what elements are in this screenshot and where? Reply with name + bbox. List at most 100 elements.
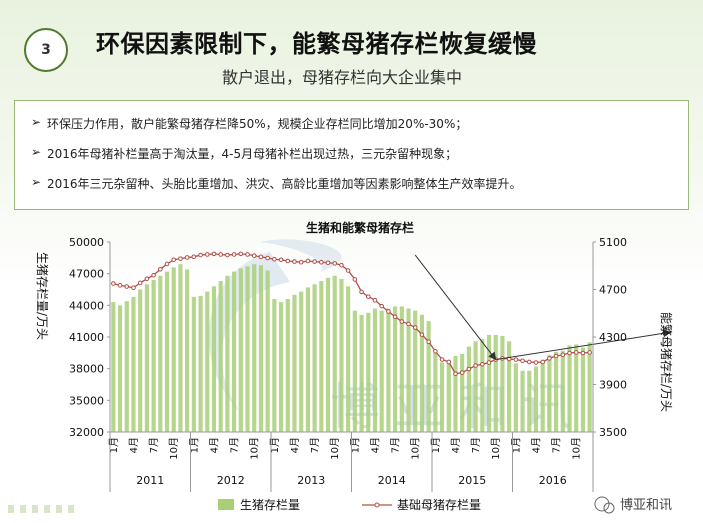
bar-hog-inventory bbox=[352, 310, 357, 432]
point-sow-inventory bbox=[339, 262, 344, 268]
bar-hog-inventory bbox=[265, 270, 270, 432]
bullet-text: 环保压力作用，散户能繁母猪存栏降50%，规模企业存栏同比增加20%-30%； bbox=[47, 117, 468, 131]
point-sow-inventory bbox=[553, 353, 559, 359]
bar-hog-inventory bbox=[124, 301, 129, 432]
bar-hog-inventory bbox=[205, 291, 210, 432]
bar-hog-inventory bbox=[359, 314, 364, 432]
point-sow-inventory bbox=[573, 350, 579, 355]
point-sow-inventory bbox=[526, 359, 532, 365]
x-tick-label-month: 4月 bbox=[450, 437, 462, 453]
bar-hog-inventory bbox=[218, 281, 223, 432]
x-tick-label-year: 2016 bbox=[539, 474, 567, 487]
x-tick-label-month: 10月 bbox=[571, 437, 583, 460]
point-sow-inventory bbox=[184, 255, 190, 260]
bar-hog-inventory bbox=[406, 308, 411, 432]
x-tick-label-year: 2011 bbox=[136, 474, 164, 487]
bar-hog-inventory bbox=[527, 370, 532, 432]
chart-title: 生猪和能繁母猪存栏 bbox=[306, 220, 414, 235]
point-sow-inventory bbox=[406, 321, 411, 327]
bar-hog-inventory bbox=[446, 360, 451, 432]
point-sow-inventory bbox=[419, 332, 425, 337]
point-sow-inventory bbox=[332, 261, 338, 266]
legend-label-bar: 生猪存栏量 bbox=[240, 497, 300, 512]
trend-arrow bbox=[495, 329, 672, 361]
bar-hog-inventory bbox=[158, 275, 163, 432]
bar-hog-inventory bbox=[493, 334, 498, 432]
point-sow-inventory bbox=[480, 362, 485, 367]
x-tick-label-month: 7月 bbox=[390, 437, 402, 453]
y-tick-label-left: 32000 bbox=[69, 426, 104, 439]
point-sow-inventory bbox=[352, 277, 358, 282]
x-tick-label-month: 10月 bbox=[329, 437, 341, 460]
bar-hog-inventory bbox=[560, 350, 565, 432]
point-sow-inventory bbox=[379, 303, 384, 309]
point-sow-inventory bbox=[245, 252, 250, 257]
bar-hog-inventory bbox=[507, 341, 512, 432]
point-sow-inventory bbox=[265, 255, 270, 261]
bar-hog-inventory bbox=[138, 289, 143, 432]
point-sow-inventory bbox=[433, 348, 438, 354]
wechat-icon bbox=[594, 496, 610, 512]
y-tick-label-left: 41000 bbox=[69, 331, 104, 344]
bar-hog-inventory bbox=[567, 345, 572, 432]
bullet-arrow-icon: ➢ bbox=[31, 145, 42, 159]
bar-hog-inventory bbox=[346, 286, 351, 432]
bullet-text: 2016年母猪补栏量高于淘汰量，4-5月母猪补栏出现过热，三元杂留种现象； bbox=[47, 147, 458, 161]
point-sow-inventory bbox=[124, 284, 130, 289]
x-tick-label-month: 10月 bbox=[490, 437, 502, 460]
point-sow-inventory bbox=[258, 254, 264, 260]
x-tick-label-month: 10月 bbox=[249, 437, 261, 460]
x-tick-label-month: 4月 bbox=[530, 437, 542, 453]
point-sow-inventory bbox=[238, 251, 244, 257]
bar-hog-inventory bbox=[285, 299, 290, 432]
bullet-arrow-icon: ➢ bbox=[31, 175, 42, 189]
point-sow-inventory bbox=[305, 258, 311, 264]
point-sow-inventory bbox=[473, 363, 478, 368]
bar-hog-inventory bbox=[238, 268, 243, 432]
point-sow-inventory bbox=[345, 268, 351, 273]
slide-header: 3 环保因素限制下，能繁母猪存栏恢复缓慢 散户退出，母猪存栏向大企业集中 bbox=[0, 0, 703, 95]
point-sow-inventory bbox=[426, 339, 431, 345]
x-tick-label-month: 7月 bbox=[470, 437, 482, 453]
x-tick-label-month: 1月 bbox=[430, 437, 442, 453]
bar-hog-inventory bbox=[554, 351, 559, 432]
y-tick-label-right: 3500 bbox=[599, 426, 627, 439]
pig-inventory-chart: 博亚和讯 生猪和能繁母猪存栏 32000 35000 38000 41000 44000… bbox=[35, 220, 674, 514]
point-sow-inventory bbox=[117, 283, 123, 288]
y-tick-label-right: 5100 bbox=[599, 236, 627, 249]
point-sow-inventory bbox=[520, 358, 525, 364]
bar-hog-inventory bbox=[305, 287, 310, 432]
point-sow-inventory bbox=[359, 289, 364, 295]
bar-hog-inventory bbox=[312, 284, 317, 432]
slide-title: 环保因素限制下，能繁母猪存栏恢复缓慢 bbox=[96, 30, 537, 58]
bar-hog-inventory bbox=[325, 277, 331, 432]
x-tick-label-month: 4月 bbox=[369, 437, 381, 453]
bar-hog-inventory bbox=[500, 335, 505, 432]
slide-subtitle: 散户退出，母猪存栏向大企业集中 bbox=[222, 68, 463, 87]
point-sow-inventory bbox=[372, 297, 378, 303]
y-tick-label-left: 35000 bbox=[69, 394, 104, 407]
bar-hog-inventory bbox=[547, 354, 552, 432]
y-axis-label-left: 生猪存栏量/万头 bbox=[35, 252, 50, 340]
bar-hog-inventory bbox=[292, 294, 297, 432]
point-sow-inventory bbox=[580, 350, 586, 356]
point-sow-inventory bbox=[191, 254, 197, 260]
y-tick-label-right: 4700 bbox=[599, 284, 627, 297]
point-sow-inventory bbox=[446, 359, 452, 365]
point-sow-inventory bbox=[439, 357, 445, 362]
brand-logo: 博亚和讯 bbox=[594, 496, 672, 514]
point-sow-inventory bbox=[319, 259, 324, 265]
bar-hog-inventory bbox=[225, 275, 230, 432]
x-tick-label-month: 7月 bbox=[309, 437, 321, 453]
bar-hog-inventory bbox=[520, 370, 525, 432]
bar-hog-inventory bbox=[117, 305, 123, 432]
bar-hog-inventory bbox=[164, 271, 170, 432]
point-sow-inventory bbox=[513, 357, 519, 362]
bar-hog-inventory bbox=[453, 356, 458, 432]
bar-hog-inventory bbox=[379, 310, 384, 432]
bar-hog-inventory bbox=[419, 314, 425, 432]
bar-hog-inventory bbox=[339, 278, 344, 432]
x-tick-label-year: 2014 bbox=[378, 474, 406, 487]
point-sow-inventory bbox=[272, 256, 277, 262]
bar-hog-inventory bbox=[413, 310, 418, 432]
